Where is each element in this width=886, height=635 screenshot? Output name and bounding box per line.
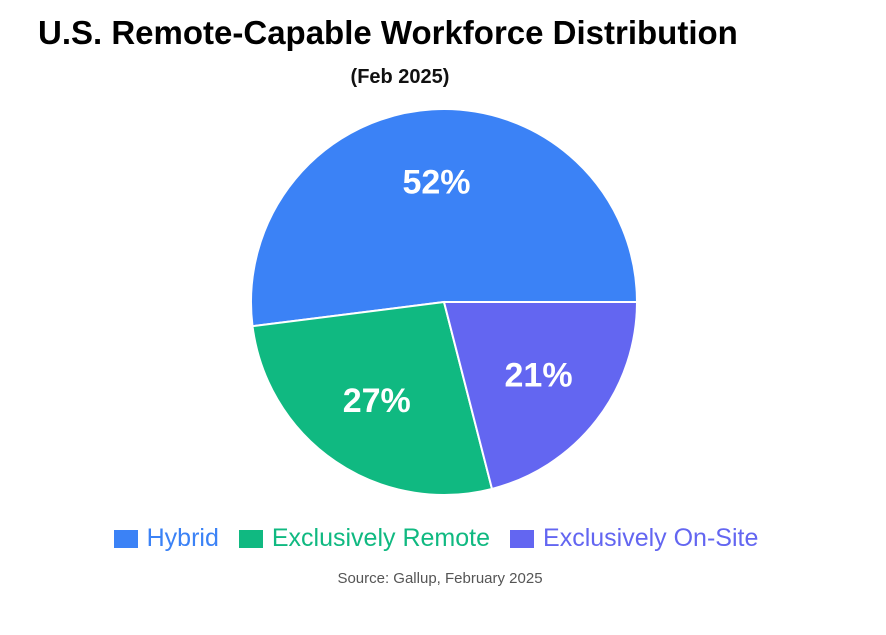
legend-item-exclusively-on-site: Exclusively On-Site (510, 524, 758, 553)
chart-subtitle: (Feb 2025) (350, 66, 450, 88)
pie-data-labels: 52% 27% 21% (343, 164, 573, 420)
pie-slices (250, 108, 639, 496)
legend-swatch (510, 529, 535, 548)
legend-item-hybrid: Hybrid (113, 524, 219, 553)
pie-slice-exclusively-on-site (442, 301, 639, 491)
legend-swatch (113, 529, 138, 548)
legend-label: Hybrid (146, 524, 219, 552)
data-label-hybrid: 52% (402, 164, 470, 202)
legend-item-exclusively-remote: Exclusively Remote (238, 524, 491, 553)
data-label-exclusively-on-site: 21% (505, 356, 573, 394)
legend-label: Exclusively Remote (271, 524, 491, 552)
chart-title: U.S. Remote-Capable Workforce Distributi… (38, 14, 738, 51)
source-note: Source: Gallup, February 2025 (337, 570, 543, 587)
legend-label: Exclusively On-Site (543, 524, 759, 552)
data-label-exclusively-remote: 27% (343, 382, 411, 420)
pie-slice-hybrid (250, 108, 639, 328)
pie-slice-exclusively-remote (251, 300, 494, 496)
legend-swatch (238, 529, 263, 548)
legend: Hybrid Exclusively Remote Exclusively On-S… (0, 524, 872, 553)
